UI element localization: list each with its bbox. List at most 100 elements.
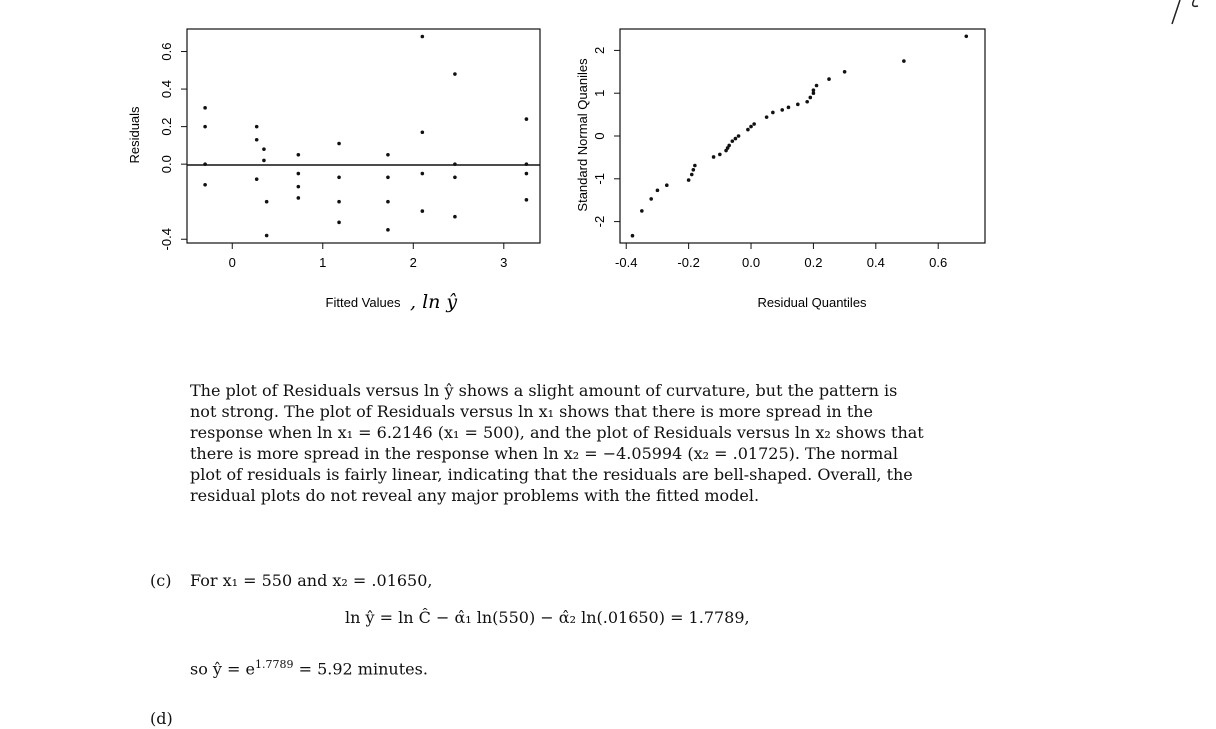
data-point	[262, 147, 266, 151]
data-point	[420, 130, 425, 135]
y-tick-label: 2	[592, 47, 607, 54]
data-point	[264, 199, 269, 204]
data-point	[420, 171, 425, 176]
data-point	[964, 34, 969, 39]
data-point	[254, 177, 259, 181]
y-tick-label: 1	[592, 90, 607, 97]
data-point	[420, 34, 425, 39]
x-tick-label: 0.0	[742, 255, 760, 270]
data-point	[689, 172, 694, 177]
y-tick-label: 0.2	[159, 118, 174, 136]
data-point	[337, 220, 341, 225]
data-point	[814, 83, 819, 88]
paragraph-line: plot of residuals is fairly linear, indi…	[190, 465, 913, 484]
data-point	[718, 152, 722, 157]
data-point	[262, 158, 266, 163]
part-c-result: so ŷ = e1.7789 = 5.92 minutes.	[190, 654, 428, 679]
data-point	[337, 199, 341, 204]
data-point	[736, 134, 741, 138]
x-axis-title: Residual Quantiles	[757, 295, 867, 310]
x-tick-label: 0.2	[804, 255, 822, 270]
data-point	[203, 183, 207, 187]
x-tick-label: 0.4	[867, 255, 885, 270]
data-point	[453, 72, 457, 76]
data-point	[730, 139, 735, 143]
y-tick-label: -2	[592, 216, 607, 228]
data-point	[264, 233, 269, 238]
y-axis-title: Residuals	[127, 106, 142, 164]
data-point	[453, 175, 457, 180]
part-c-intro: For x₁ = 550 and x₂ = .01650,	[190, 571, 433, 590]
data-point	[386, 152, 390, 157]
x-tick-group: 0 1 2 3	[229, 243, 507, 270]
data-point	[780, 108, 785, 112]
residuals-vs-fitted-chart: 0 1 2 3 -0.4 0.0 0.2 0.4 0.6 Residuals Fitted V…	[127, 28, 541, 313]
data-point	[524, 162, 529, 166]
data-point	[386, 199, 390, 204]
x-axis-handwritten-note: , ln ŷ	[410, 291, 457, 313]
data-point	[337, 175, 341, 180]
result-exponent: 1.7789	[255, 658, 294, 671]
normal-quantile-plot: -0.4 -0.2 0.0 0.2 0.4 0.6 -2 -1 0 1 2 Standard No…	[575, 28, 986, 310]
data-point	[764, 115, 769, 119]
y-tick-group: -2 -1 0 1 2	[592, 47, 620, 228]
data-point	[203, 124, 207, 129]
y-tick-label: 0.4	[159, 80, 174, 98]
paragraph-line: residual plots do not reveal any major p…	[190, 486, 760, 505]
data-point	[827, 77, 831, 81]
part-c-equation: ln ŷ = ln Ĉ − α̂₁ ln(550) − α̂₂ ln(.0165…	[345, 608, 750, 627]
data-point	[453, 162, 457, 166]
data-point	[693, 163, 697, 168]
plot-frame	[186, 28, 541, 244]
paragraph-line: response when ln x₁ = 6.2146 (x₁ = 500),…	[190, 423, 924, 442]
y-axis-title: Standard Normal Quaniles	[575, 58, 590, 212]
data-point	[420, 209, 425, 213]
handwritten-mark	[1171, 0, 1199, 25]
data-point	[686, 178, 691, 182]
x-tick-label: 3	[500, 255, 507, 270]
data-point	[805, 99, 809, 104]
x-tick-group: -0.4 -0.2 0.0 0.2 0.4 0.6	[615, 243, 947, 270]
x-tick-label: 0.6	[929, 255, 947, 270]
data-point	[811, 88, 816, 93]
data-point	[655, 188, 660, 193]
data-point	[337, 141, 341, 146]
part-c-label: (c)	[150, 571, 172, 590]
data-point	[649, 197, 653, 201]
y-tick-label: -0.4	[159, 228, 174, 250]
data-point	[386, 228, 390, 232]
data-point	[296, 196, 301, 200]
paragraph-line: not strong. The plot of Residuals versus…	[190, 402, 874, 421]
data-point	[524, 198, 529, 202]
x-tick-label: 0	[229, 255, 236, 270]
result-prefix: so ŷ = e	[190, 659, 256, 679]
y-tick-label: 0	[592, 132, 607, 139]
y-tick-label: -1	[592, 173, 607, 185]
data-point	[453, 214, 457, 219]
paragraph-line: there is more spread in the response whe…	[190, 444, 898, 463]
x-tick-label: 2	[410, 255, 417, 270]
data-point	[664, 183, 669, 188]
data-point	[752, 122, 756, 126]
data-point	[771, 110, 775, 115]
data-point-group	[630, 34, 969, 238]
data-point	[842, 70, 847, 74]
paragraph-line: The plot of Residuals versus ln ŷ shows …	[190, 381, 898, 400]
x-tick-label: -0.2	[677, 255, 699, 270]
x-tick-label: -0.4	[615, 255, 637, 270]
plot-frame	[619, 28, 986, 244]
data-point	[808, 95, 813, 100]
data-point	[727, 143, 731, 148]
data-point	[203, 106, 207, 110]
data-point	[691, 168, 696, 172]
data-point	[749, 124, 753, 129]
y-tick-label: 0.6	[159, 42, 174, 60]
discussion-paragraph: The plot of Residuals versus ln ŷ shows …	[190, 380, 1020, 506]
data-point	[811, 91, 816, 95]
part-d-label: (d)	[150, 709, 173, 728]
data-point	[640, 209, 644, 213]
x-tick-label: 1	[319, 255, 326, 270]
data-point	[796, 102, 800, 107]
data-point	[902, 59, 906, 63]
data-point	[296, 184, 301, 189]
